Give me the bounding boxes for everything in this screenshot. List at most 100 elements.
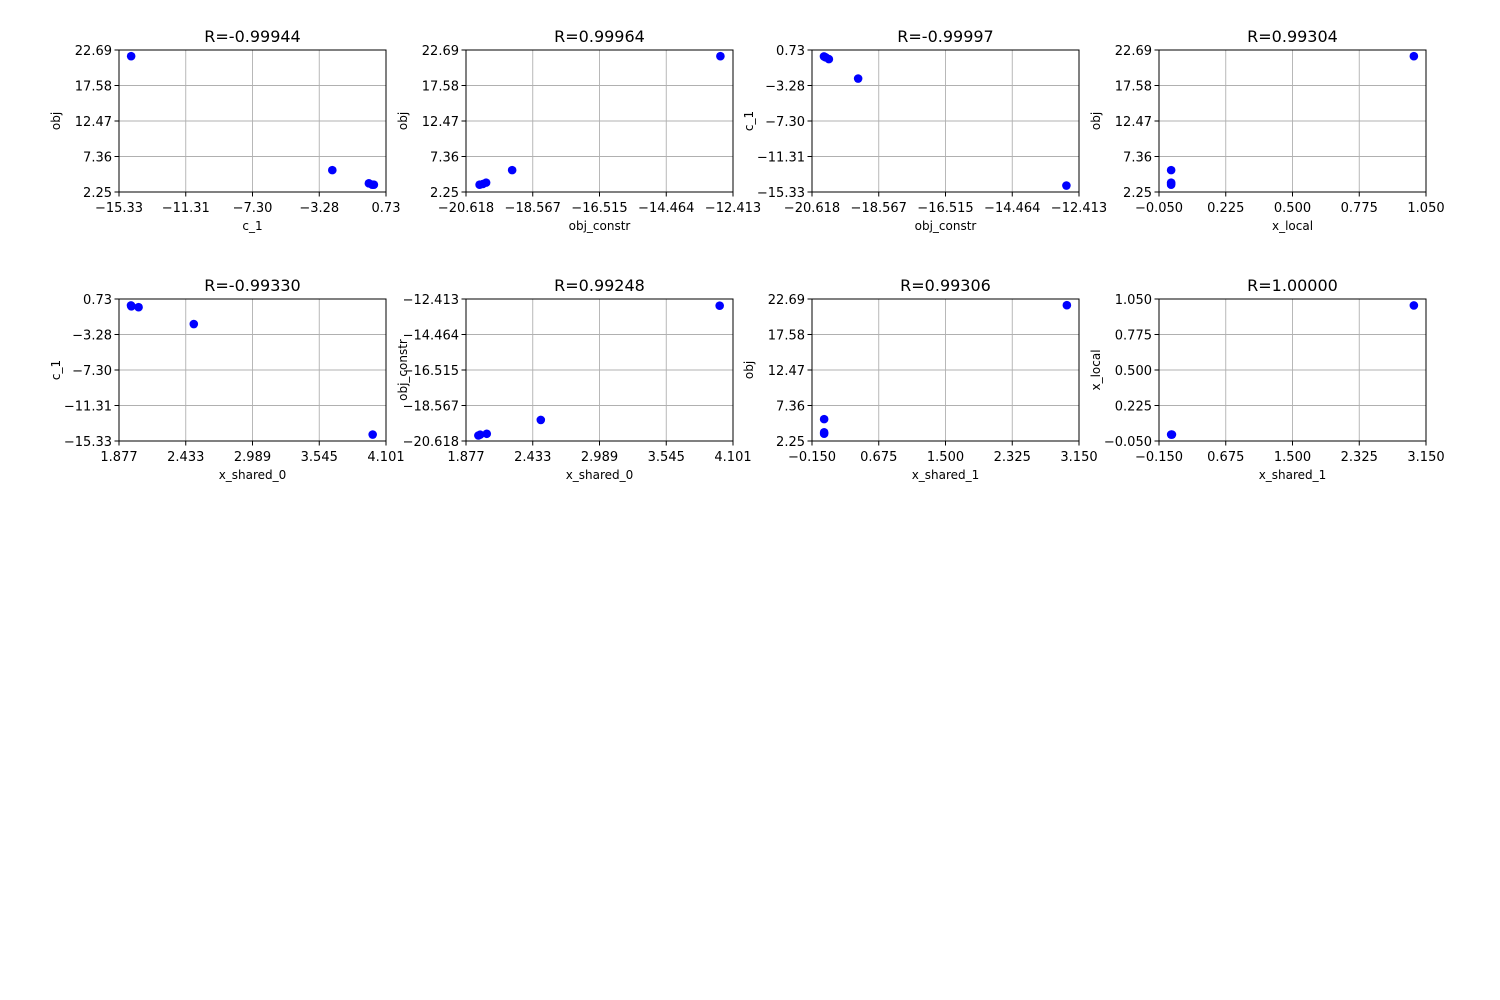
y-axis-label: obj: [396, 112, 410, 130]
panel-title: R=1.00000: [1247, 276, 1338, 295]
y-tick-label: −12.413: [403, 293, 459, 308]
x-tick-label: −11.31: [162, 201, 210, 216]
x-tick-label: 0.500: [1274, 201, 1311, 216]
y-tick-label: 17.58: [768, 329, 805, 344]
data-point: [481, 178, 491, 187]
data-point: [369, 180, 379, 190]
y-tick-label: 22.69: [75, 44, 112, 59]
scatter-panel-8: −0.150 0.675 1.500 2.325 3.150 −0.050 0.225 0.5…: [1089, 276, 1445, 482]
x-tick-label: 1.877: [100, 450, 137, 465]
x-tick-label: 0.675: [860, 450, 897, 465]
x-tick-label: −7.30: [233, 201, 273, 216]
y-axis-label: obj: [49, 112, 63, 130]
y-tick-label: 2.25: [83, 186, 112, 201]
y-tick-label: 22.69: [1115, 44, 1152, 59]
x-tick-label: −0.050: [1135, 201, 1183, 216]
panel-title: R=0.99306: [900, 276, 991, 295]
data-point: [853, 74, 863, 83]
data-point: [824, 54, 834, 64]
x-axis-label: obj_constr: [915, 219, 977, 233]
y-tick-label: 0.500: [1115, 364, 1152, 379]
y-tick-label: 2.25: [776, 435, 805, 450]
plot-frame: [118, 49, 387, 193]
data-point: [1167, 430, 1177, 439]
panel-title: R=0.99304: [1247, 27, 1338, 46]
y-tick-label: 2.25: [1123, 186, 1152, 201]
x-tick-label: −14.464: [638, 201, 694, 216]
x-axis-label: x_shared_1: [912, 468, 980, 482]
plot-frame: [465, 49, 734, 193]
panel-title: R=0.99248: [554, 276, 645, 295]
plot-frame: [811, 49, 1080, 193]
x-tick-label: 2.325: [994, 450, 1031, 465]
y-tick-label: 12.47: [422, 115, 459, 130]
x-tick-label: −20.618: [438, 201, 494, 216]
x-tick-label: −0.150: [1135, 450, 1183, 465]
data-point: [715, 301, 724, 310]
plot-frame: [118, 298, 387, 442]
plot-frame: [1158, 298, 1427, 442]
y-axis-label: obj: [742, 361, 756, 379]
x-tick-label: −14.464: [984, 201, 1040, 216]
x-axis-label: x_shared_0: [219, 468, 287, 482]
plot-frame: [811, 298, 1080, 442]
x-tick-label: 3.150: [1060, 450, 1097, 465]
x-tick-label: −18.567: [505, 201, 561, 216]
x-axis-label: x_local: [1272, 219, 1313, 233]
x-axis-label: obj_constr: [569, 219, 631, 233]
y-axis-label: c_1: [742, 111, 756, 131]
y-tick-label: 1.050: [1115, 293, 1152, 308]
x-tick-label: −16.515: [917, 201, 973, 216]
x-tick-label: 3.545: [301, 450, 338, 465]
y-tick-label: 7.36: [83, 151, 112, 166]
x-tick-label: 2.989: [234, 450, 271, 465]
x-axis-label: c_1: [242, 219, 262, 233]
data-point: [716, 51, 725, 61]
scatter-panel-7: −0.150 0.675 1.500 2.325 3.150 2.25 7.36 12.47 1…: [742, 276, 1098, 482]
panel-title: R=-0.99944: [204, 27, 300, 46]
y-tick-label: 22.69: [768, 293, 805, 308]
panel-title: R=-0.99997: [897, 27, 993, 46]
y-tick-label: −3.28: [72, 329, 112, 344]
x-tick-label: −18.567: [851, 201, 907, 216]
x-tick-label: −0.150: [788, 450, 836, 465]
x-tick-label: 1.877: [447, 450, 484, 465]
data-point: [1409, 51, 1419, 61]
panel-title: R=-0.99330: [204, 276, 300, 295]
y-tick-label: 7.36: [1123, 151, 1152, 166]
y-tick-label: 12.47: [1115, 115, 1152, 130]
data-point: [1062, 181, 1071, 190]
y-tick-label: −14.464: [403, 329, 459, 344]
x-tick-label: 0.73: [372, 201, 401, 216]
y-axis-label: obj: [1089, 112, 1103, 130]
y-tick-label: −18.567: [403, 400, 459, 415]
x-tick-label: −12.413: [705, 201, 761, 216]
y-tick-label: 17.58: [75, 80, 112, 95]
y-tick-label: −15.33: [757, 186, 805, 201]
x-tick-label: 2.433: [514, 450, 551, 465]
x-tick-label: 1.050: [1407, 201, 1444, 216]
x-axis-label: x_shared_1: [1259, 468, 1327, 482]
y-tick-label: 17.58: [422, 80, 459, 95]
x-tick-label: −3.28: [299, 201, 339, 216]
data-point: [126, 51, 136, 61]
data-point: [134, 302, 143, 312]
scatter-panel-2: −20.618 −18.567 −16.515 −14.464 −12.413 2.25 7…: [396, 27, 761, 233]
data-point: [475, 430, 485, 439]
y-tick-label: −15.33: [64, 435, 112, 450]
scatter-panel-5: 1.877 2.433 2.989 3.545 4.101 −15.33 −11.31 −7.…: [49, 276, 405, 482]
x-tick-label: 1.500: [927, 450, 964, 465]
data-point: [536, 415, 546, 425]
data-point: [189, 319, 199, 329]
y-tick-label: −7.30: [72, 364, 112, 379]
y-tick-label: −0.050: [1104, 435, 1152, 450]
x-tick-label: 1.500: [1274, 450, 1311, 465]
y-tick-label: 7.36: [430, 151, 459, 166]
data-point: [328, 165, 337, 175]
y-tick-label: −3.28: [765, 80, 805, 95]
panel-title: R=0.99964: [554, 27, 645, 46]
x-tick-label: 3.545: [648, 450, 685, 465]
plot-frame: [1158, 49, 1427, 193]
scatter-panel-6: 1.877 2.433 2.989 3.545 4.101 −20.618 −18.567 −…: [396, 276, 752, 482]
data-point: [819, 414, 829, 424]
